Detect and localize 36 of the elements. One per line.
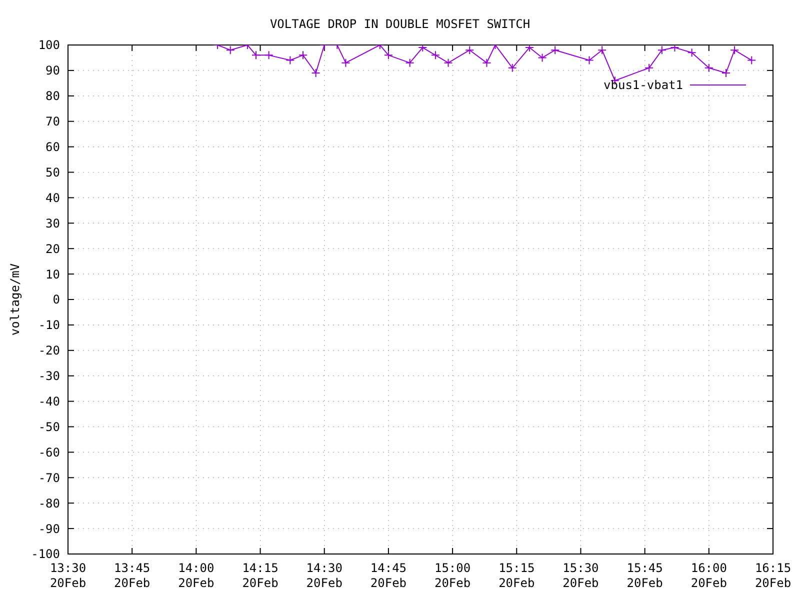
- y-tick-label: 80: [46, 89, 60, 104]
- y-tick-label: 50: [46, 165, 60, 180]
- x-tick-label: 14:45 20Feb: [370, 561, 407, 590]
- x-tick-label: 13:45 20Feb: [114, 561, 150, 590]
- y-tick-label: 60: [46, 140, 60, 154]
- x-tick-label: 14:00 20Feb: [178, 561, 214, 590]
- x-tick-label: 16:00 20Feb: [690, 561, 727, 590]
- y-tick-label: -60: [38, 445, 60, 460]
- y-tick-label: 40: [46, 190, 60, 205]
- x-tick-label: 15:00 20Feb: [434, 561, 471, 590]
- y-tick-label: -90: [38, 522, 60, 536]
- x-tick-label: 15:30 20Feb: [562, 561, 599, 590]
- y-tick-label: 100: [38, 38, 60, 52]
- y-tick-label: -10: [38, 318, 60, 332]
- y-tick-label: 10: [46, 267, 60, 282]
- y-tick-label: -30: [38, 369, 60, 384]
- x-tick-label: 15:15 20Feb: [498, 561, 535, 590]
- y-tick-label: -100: [31, 547, 60, 562]
- y-tick-label: 70: [46, 114, 60, 129]
- y-tick-label: 0: [52, 292, 60, 307]
- y-tick-label: 30: [46, 216, 60, 230]
- y-tick-label: -20: [38, 344, 60, 358]
- x-tick-label: 16:15 20Feb: [754, 561, 792, 590]
- y-tick-label: 20: [46, 242, 60, 256]
- y-axis-title: voltage/mV: [8, 263, 22, 336]
- x-tick-label: 14:15 20Feb: [242, 561, 278, 590]
- chart-title: VOLTAGE DROP IN DOUBLE MOSFET SWITCH: [270, 17, 530, 31]
- y-tick-label: -70: [38, 470, 60, 485]
- y-tick-label: -50: [38, 420, 60, 434]
- x-tick-label: 15:45 20Feb: [626, 561, 663, 590]
- y-tick-label: -40: [38, 394, 60, 408]
- x-tick-label: 14:30 20Feb: [306, 561, 342, 590]
- y-tick-label: -80: [38, 496, 60, 510]
- y-tick-label: 90: [46, 64, 60, 78]
- x-tick-label: 13:30 20Feb: [50, 561, 86, 590]
- legend-label: vbus1-vbat1: [604, 78, 683, 92]
